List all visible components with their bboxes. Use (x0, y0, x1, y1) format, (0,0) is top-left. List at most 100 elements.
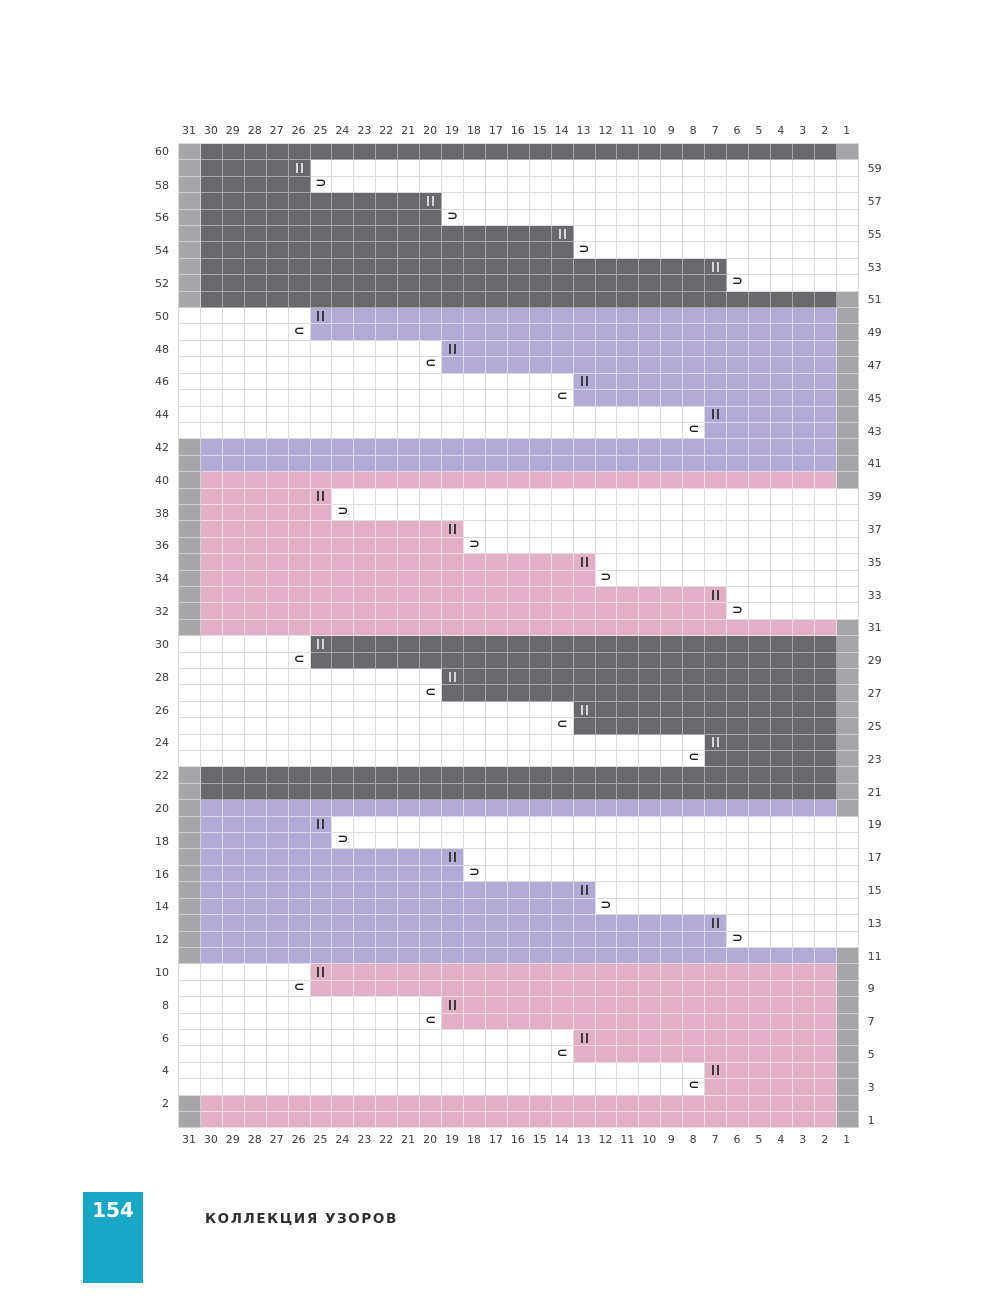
chart-cell (661, 718, 684, 735)
chart-cell (332, 669, 355, 686)
chart-cell (200, 390, 223, 407)
chart-cell (179, 488, 201, 505)
chart-cell (507, 455, 530, 473)
chart-cell (398, 931, 421, 948)
chart-cell (727, 258, 749, 276)
chart-cell (222, 324, 245, 341)
chart-row: 57 (142, 193, 895, 210)
chart-cell (332, 357, 355, 374)
chart-cell (354, 1111, 377, 1129)
chart-cell (463, 947, 486, 965)
chart-cell (617, 1029, 640, 1047)
chart-cell (639, 291, 662, 309)
chart-cell (617, 833, 640, 850)
chart-cell (507, 586, 530, 604)
chart-cell (485, 718, 508, 735)
chart-cell (639, 504, 662, 522)
row-label-left: 58 (155, 178, 169, 192)
chart-cell (442, 816, 464, 834)
chart-cell (639, 439, 662, 456)
chart-cell (748, 455, 771, 473)
chart-cell (595, 800, 618, 817)
row-label-left (142, 1079, 178, 1095)
chart-cell (683, 488, 706, 505)
chart-cell (617, 439, 640, 456)
chart-cell (244, 931, 267, 948)
chart-cell (463, 882, 486, 899)
chart-cell (748, 275, 771, 292)
chart-row: 34 ⊃ (142, 570, 895, 587)
column-label: 13 (576, 124, 591, 137)
chart-cell (748, 915, 771, 932)
chart-cell (442, 455, 464, 473)
chart-cell (288, 176, 311, 194)
chart-cell (705, 964, 728, 981)
chart-cell (332, 882, 355, 899)
wrap-icon: ⊃ (468, 536, 480, 552)
chart-cell (595, 291, 618, 309)
row-label-right (859, 341, 895, 357)
chart-cell (661, 472, 684, 489)
chart-cell (442, 898, 464, 916)
chart-cell (420, 209, 443, 227)
chart-cell (770, 472, 793, 489)
chart-cell (463, 570, 486, 587)
chart-cell (617, 1111, 640, 1129)
chart-cell (463, 915, 486, 932)
chart-cell (639, 308, 662, 325)
chart-cell (792, 816, 815, 834)
chart-cell (354, 980, 377, 998)
chart-cell (376, 619, 399, 637)
chart-cell (288, 603, 311, 620)
chart-cell (310, 652, 333, 669)
chart-cell (748, 209, 771, 227)
chart-cell (442, 915, 464, 932)
chart-cell (573, 554, 596, 571)
chart-cell (354, 357, 377, 374)
chart-row: 51 (142, 291, 895, 309)
chart-cell (727, 997, 749, 1014)
chart-cell (463, 472, 486, 489)
chart-row-cells (178, 160, 859, 177)
chart-cell (573, 652, 596, 669)
chart-cell (792, 767, 815, 784)
chart-cell (266, 439, 289, 456)
chart-cell (836, 849, 859, 866)
chart-cell (266, 636, 289, 653)
chart-cell (727, 1095, 749, 1112)
column-labels-top: 31 30 29 28 27 26 25 24 23 22 21 20 19 18 17 16 15 14 13 12… (142, 121, 895, 143)
chart-cell: ⊃ (727, 931, 749, 948)
row-label-left (142, 981, 178, 997)
chart-cell (266, 504, 289, 522)
chart-cell (463, 701, 486, 719)
column-label: 22 (379, 124, 394, 137)
chart-cell (792, 488, 815, 505)
chart-cell (573, 1046, 596, 1063)
chart-cell (179, 931, 201, 948)
chart-cell (200, 865, 223, 883)
chart-cell (573, 800, 596, 817)
chart-cell (398, 1029, 421, 1047)
chart-cell (463, 258, 486, 276)
chart-cell (529, 226, 552, 243)
chart-cell (442, 373, 464, 391)
chart-cell (244, 373, 267, 391)
chart-cell (617, 340, 640, 358)
chart-cell (573, 849, 596, 866)
chart-cell (551, 209, 574, 227)
chart-cell (376, 1029, 399, 1047)
chart-cell (288, 209, 311, 227)
chart-cell (573, 537, 596, 555)
chart-cell (595, 1013, 618, 1030)
chart-cell (617, 258, 640, 276)
chart-cell (529, 324, 552, 341)
chart-cell (179, 1062, 201, 1080)
chart-cell (507, 308, 530, 325)
chart-cell (661, 340, 684, 358)
chart-cell (354, 915, 377, 932)
chart-cell (398, 915, 421, 932)
chart-cell (639, 242, 662, 259)
chart-cell (617, 570, 640, 587)
chart-cell (463, 767, 486, 784)
chart-cell (354, 209, 377, 227)
